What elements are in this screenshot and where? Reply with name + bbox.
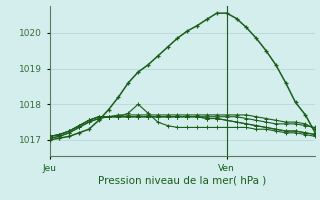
X-axis label: Pression niveau de la mer( hPa ): Pression niveau de la mer( hPa ) [98,175,267,185]
